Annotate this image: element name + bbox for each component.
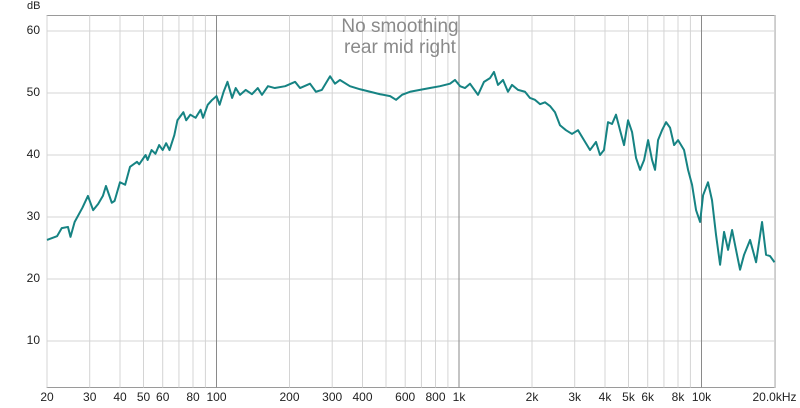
x-tick-label: 300 [322,390,342,404]
x-tick-label: 30 [83,390,97,404]
x-tick-label: 6k [641,390,655,404]
x-tick-label: 3k [568,390,582,404]
y-tick-label: 10 [27,333,41,347]
x-tick-label: 50 [137,390,151,404]
chart-subtitle: rear mid right [344,37,457,58]
x-tick-label: 8k [672,390,686,404]
x-tick-label: 40 [113,390,127,404]
x-tick-label: 600 [395,390,415,404]
y-tick-label: 50 [27,85,41,99]
y-tick-label: 30 [27,209,41,223]
x-tick-label: 2k [526,390,540,404]
x-tick-label: 200 [279,390,299,404]
x-tick-label: 1k [453,390,467,404]
y-tick-label: 40 [27,147,41,161]
x-tick-label: 20.0kHz [752,390,796,404]
x-tick-label: 400 [352,390,372,404]
chart-title: No smoothing [341,16,458,37]
x-tick-label: 20 [40,390,54,404]
response-line [46,70,776,271]
x-tick-label: 800 [425,390,445,404]
x-tick-label: 4k [599,390,613,404]
plot-frame [46,15,776,388]
y-axis-label: dB [27,0,40,12]
x-tick-label: 60 [156,390,170,404]
y-tick-label: 60 [27,23,41,37]
x-tick-label: 5k [622,390,636,404]
x-tick-label: 80 [186,390,200,404]
x-tick-label: 100 [206,390,226,404]
x-tick-label: 10k [692,390,712,404]
y-tick-label: 20 [27,271,41,285]
